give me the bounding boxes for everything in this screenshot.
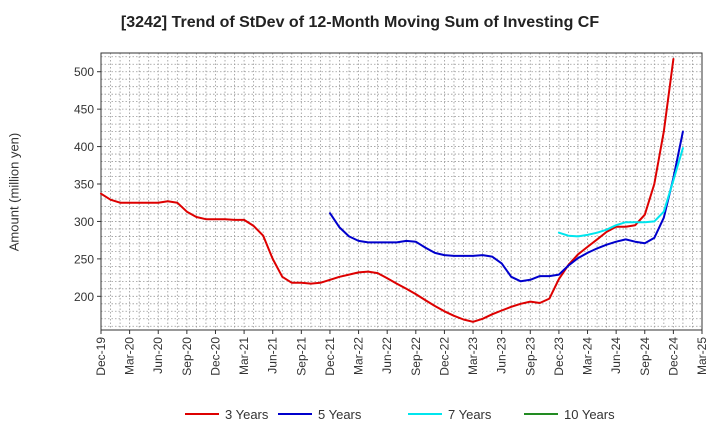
plot-area	[101, 53, 702, 330]
x-tick-label: Dec-24	[666, 337, 680, 376]
x-tick-label: Mar-25	[695, 337, 709, 375]
x-tick-label: Jun-23	[495, 337, 509, 374]
x-tick-label: Jun-20	[151, 337, 165, 374]
x-tick-label: Jun-24	[609, 337, 623, 374]
plot-frame	[100, 52, 703, 331]
x-tick-label: Jun-22	[380, 337, 394, 374]
series-line	[100, 58, 675, 323]
x-tick-label: Sep-20	[180, 337, 194, 376]
x-tick-label: Mar-22	[352, 337, 366, 375]
x-tick-label: Sep-22	[409, 337, 423, 376]
y-tick-label: 300	[74, 215, 94, 229]
y-tick-label: 350	[74, 178, 94, 192]
x-tick-label: Sep-23	[523, 337, 537, 376]
x-tick-label: Dec-22	[437, 337, 451, 376]
x-tick-label: Mar-24	[581, 337, 595, 375]
x-tick-label: Dec-20	[208, 337, 222, 376]
x-tick-label: Dec-19	[94, 337, 108, 376]
axes-layer: 200 250 300 350 400 450 500 Dec-19 Mar-20 Jun-20 S…	[74, 52, 709, 376]
x-tick-label: Sep-21	[294, 337, 308, 376]
x-tick-label: Mar-20	[123, 337, 137, 375]
series-line	[557, 147, 684, 238]
y-tick-label: 200	[74, 290, 94, 304]
series-line	[329, 130, 684, 283]
x-tick-label: Sep-24	[638, 337, 652, 376]
legend-label: 5 Years	[318, 407, 362, 422]
x-tick-label: Mar-21	[237, 337, 251, 375]
y-tick-label: 400	[74, 140, 94, 154]
y-tick-label: 500	[74, 65, 94, 79]
x-tick-label: Jun-21	[266, 337, 280, 374]
legend-label: 10 Years	[564, 407, 615, 422]
y-tick-label: 450	[74, 103, 94, 117]
chart-title: [3242] Trend of StDev of 12-Month Moving…	[120, 14, 600, 31]
x-tick-label: Mar-23	[466, 337, 480, 375]
legend-label: 3 Years	[225, 407, 269, 422]
x-tick-label: Dec-23	[552, 337, 566, 376]
x-tick-label: Dec-21	[323, 337, 337, 376]
series-layer	[100, 58, 684, 323]
y-tick-label: 250	[74, 252, 94, 266]
grid-layer	[100, 53, 703, 330]
legend-layer: 3 Years 5 Years 7 Years 10 Years	[185, 407, 615, 422]
legend-label: 7 Years	[448, 407, 492, 422]
